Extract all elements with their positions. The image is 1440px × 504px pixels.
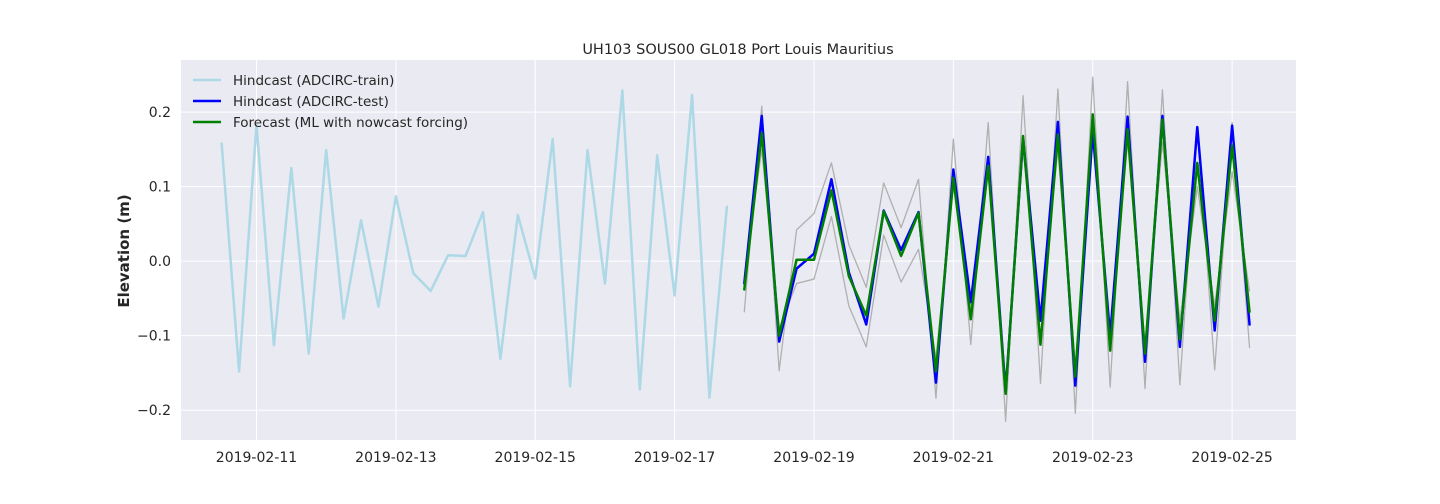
y-tick-label: 0.0 <box>149 254 171 270</box>
chart-title: UH103 SOUS00 GL018 Port Louis Mauritius <box>582 42 893 58</box>
legend-label: Forecast (ML with nowcast forcing) <box>233 115 468 131</box>
x-tick-label: 2019-02-11 <box>216 450 297 466</box>
legend: Hindcast (ADCIRC-train) Hindcast (ADCIRC-… <box>193 73 468 131</box>
x-tick-label: 2019-02-23 <box>1052 450 1133 466</box>
y-tick-label: −0.1 <box>137 329 171 345</box>
x-tick-label: 2019-02-17 <box>634 450 715 466</box>
legend-label: Hindcast (ADCIRC-test) <box>233 94 389 110</box>
y-tick-label: −0.2 <box>137 403 171 419</box>
series-layer <box>220 76 1251 423</box>
x-tick-label: 2019-02-15 <box>495 450 576 466</box>
y-axis-ticks: −0.2 −0.1 0.0 0.1 0.2 <box>137 105 171 419</box>
x-tick-label: 2019-02-13 <box>355 450 436 466</box>
series-line-forecast-ml-with-nowcast-forcing <box>743 113 1251 396</box>
y-tick-label: 0.1 <box>149 180 171 196</box>
x-tick-label: 2019-02-19 <box>773 450 854 466</box>
y-axis-label: Elevation (m) <box>115 194 133 307</box>
y-tick-label: 0.2 <box>149 105 171 121</box>
legend-label: Hindcast (ADCIRC-train) <box>233 73 394 89</box>
x-tick-label: 2019-02-21 <box>913 450 994 466</box>
x-axis-ticks: 2019-02-11 2019-02-13 2019-02-15 2019-02-17… <box>216 450 1273 466</box>
series-line-hindcast-adcirc-train <box>220 89 729 399</box>
x-tick-label: 2019-02-25 <box>1191 450 1272 466</box>
